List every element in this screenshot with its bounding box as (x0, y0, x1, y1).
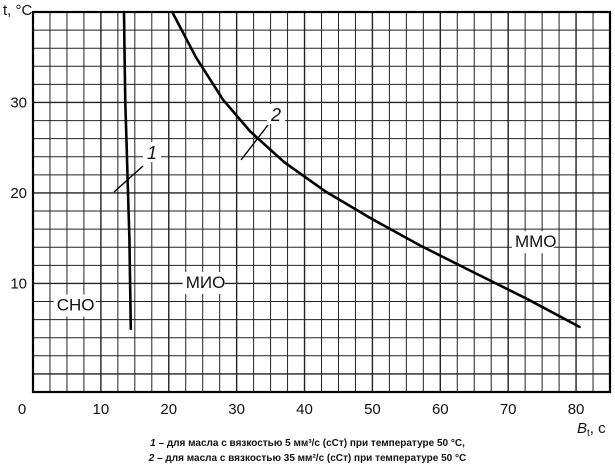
x-axis-label-unit: , с (590, 420, 606, 437)
x-axis-label-symbol: B (577, 420, 587, 437)
series-line-1 (122, 10, 133, 330)
x-tick-label: 60 (432, 401, 449, 418)
curve-label: 2 (270, 105, 281, 125)
curve-label-bg (267, 104, 285, 124)
chart-labels: t, °C Bt, с СНО МИО ММО 1 2 (3, 2, 606, 439)
y-tick-label: 10 (10, 275, 27, 292)
y-tick-label: 30 (10, 94, 27, 111)
x-axis-label-subscript: t (587, 428, 590, 439)
region-label-bg (53, 294, 96, 317)
x-tick-label: 80 (568, 401, 585, 418)
curve-label-leader (113, 165, 144, 193)
plot-frame (31, 10, 612, 394)
region-label: ММО (515, 232, 557, 251)
note-2-text: – для масла с вязкостью 35 мм²/с (сСт) п… (154, 453, 467, 464)
x-tick-label: 40 (296, 401, 313, 418)
x-tick-label: 0 (18, 401, 26, 418)
note-2-number: 2 (148, 453, 155, 464)
curve-label: 1 (147, 143, 157, 163)
x-axis-label: Bt, с (577, 420, 606, 439)
y-tick-label: 20 (10, 185, 27, 202)
note-1-text: – для масла с вязкостью 5 мм³/с (сСт) пр… (155, 438, 465, 449)
y-axis-label: t, °C (3, 2, 33, 19)
caption-note-2: 2 – для масла с вязкостью 35 мм²/с (сСт)… (0, 453, 615, 464)
plot-border (31, 10, 612, 394)
region-label: СНО (57, 296, 95, 315)
caption-note-1: 1 – для масла с вязкостью 5 мм³/с (сСт) … (0, 438, 615, 449)
x-tick-label: 70 (500, 401, 517, 418)
note-1-number: 1 (150, 438, 156, 449)
x-tick-label: 50 (364, 401, 381, 418)
series-line-2 (170, 10, 581, 329)
grid-lines (33, 12, 610, 392)
region-label-bg (511, 231, 554, 254)
region-label: МИО (186, 273, 226, 292)
curve-label-leader (240, 124, 269, 161)
x-tick-label: 20 (160, 401, 177, 418)
curve-label-bg (143, 142, 161, 162)
x-tick-label: 10 (93, 401, 110, 418)
curves (122, 10, 581, 330)
x-tick-label: 30 (228, 401, 245, 418)
region-label-bg (182, 271, 225, 294)
tick-labels: 0 10 20 30 40 50 60 70 80 10 20 30 (10, 94, 584, 418)
